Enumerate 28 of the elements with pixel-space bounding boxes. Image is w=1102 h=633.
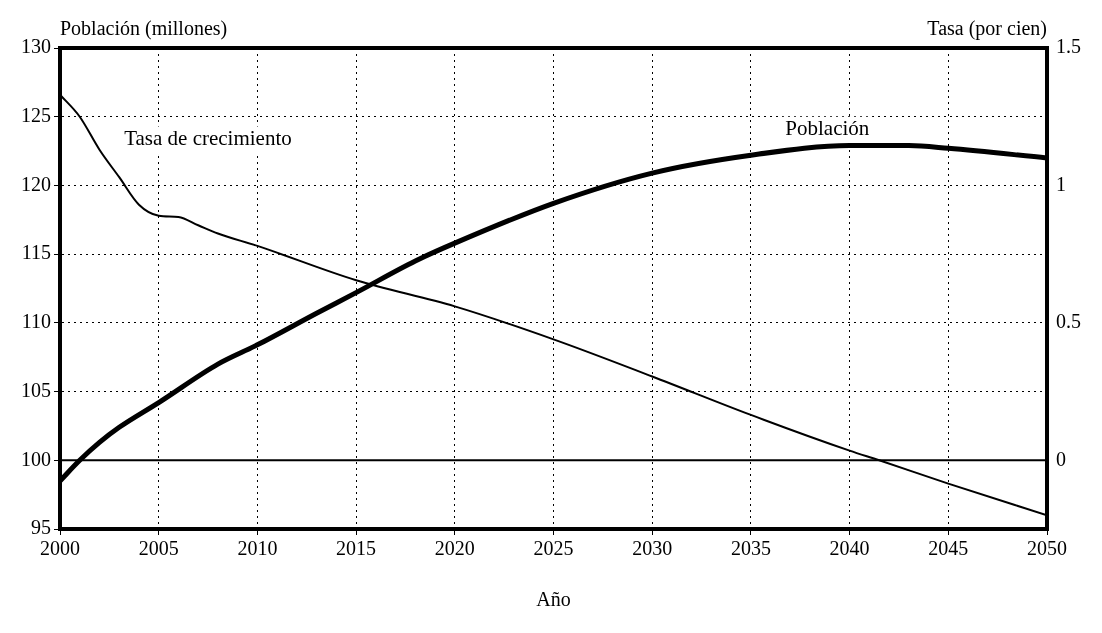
y-tick-label: 95 <box>31 516 51 539</box>
x-tick-label: 2030 <box>632 537 673 560</box>
y-tick-label: 115 <box>21 241 51 264</box>
y-tick-label: 100 <box>21 447 51 470</box>
x-tick-label: 2045 <box>928 537 969 560</box>
series-label: Población <box>785 116 870 141</box>
x-tick-label: 2000 <box>40 537 80 560</box>
y2-tick-label: 0.5 <box>1056 310 1081 333</box>
x-tick-label: 2005 <box>138 537 179 560</box>
y2-tick-label: 1.5 <box>1056 35 1081 58</box>
series-label: Tasa de crecimiento <box>124 125 292 150</box>
x-axis-title: Año <box>536 588 571 611</box>
y2-tick-label: 0 <box>1056 447 1066 470</box>
y-tick-label: 105 <box>21 378 51 401</box>
x-tick-label: 2040 <box>829 537 870 560</box>
x-tick-label: 2020 <box>434 537 475 560</box>
y2-axis-title: Tasa (por cien) <box>927 17 1047 41</box>
x-tick-label: 2025 <box>533 537 574 560</box>
y-tick-label: 125 <box>21 103 51 126</box>
x-tick-label: 2010 <box>237 537 278 560</box>
y2-tick-label: 1 <box>1056 172 1066 195</box>
y-tick-label: 110 <box>21 310 51 333</box>
y-tick-label: 120 <box>21 172 51 195</box>
y-tick-label: 130 <box>21 35 51 58</box>
x-tick-label: 2050 <box>1027 537 1067 560</box>
x-tick-label: 2015 <box>336 537 377 560</box>
x-tick-label: 2035 <box>730 537 771 560</box>
y-axis-title: Población (millones) <box>60 17 228 41</box>
